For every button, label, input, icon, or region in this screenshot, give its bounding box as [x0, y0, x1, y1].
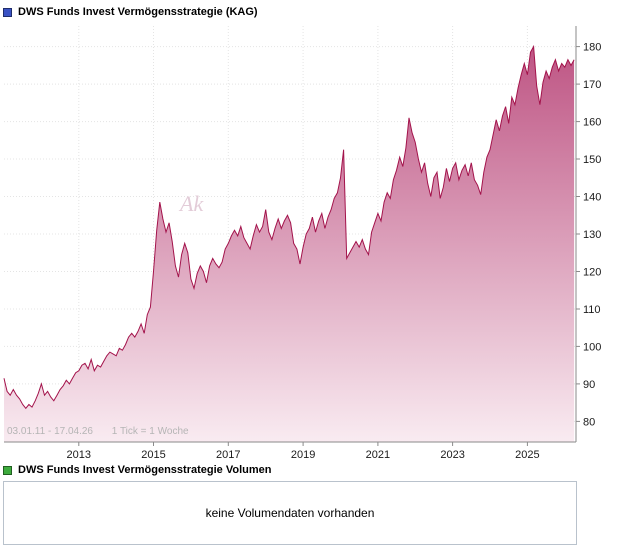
price-chart-area: 80 90 100 110 120 130 140 150 160 170 180 2013 2015 2… — [0, 21, 620, 459]
svg-text:2015: 2015 — [141, 449, 165, 459]
svg-text:2013: 2013 — [67, 449, 91, 459]
svg-text:2021: 2021 — [366, 449, 390, 459]
price-series-header: DWS Funds Invest Vermögensstrategie (KAG… — [0, 0, 620, 21]
volume-series-title: DWS Funds Invest Vermögensstrategie Volu… — [18, 464, 272, 476]
svg-text:2019: 2019 — [291, 449, 315, 459]
svg-text:170: 170 — [583, 79, 601, 91]
svg-text:120: 120 — [583, 267, 601, 279]
svg-text:130: 130 — [583, 229, 601, 241]
svg-text:80: 80 — [583, 416, 595, 428]
tick-info-label: 1 Tick = 1 Woche — [111, 426, 189, 437]
price-series-marker-icon — [3, 7, 12, 17]
svg-text:140: 140 — [583, 192, 601, 204]
svg-text:2017: 2017 — [216, 449, 240, 459]
svg-text:100: 100 — [583, 341, 601, 353]
svg-text:2023: 2023 — [440, 449, 464, 459]
price-series-title: DWS Funds Invest Vermögensstrategie (KAG… — [18, 6, 258, 18]
svg-text:110: 110 — [583, 304, 601, 316]
volume-series-header: DWS Funds Invest Vermögensstrategie Volu… — [0, 459, 620, 479]
svg-text:160: 160 — [583, 117, 601, 129]
chart-footer: 03.01.11 - 17.04.26 1 Tick = 1 Woche — [7, 426, 189, 437]
svg-text:90: 90 — [583, 379, 595, 391]
volume-panel: keine Volumendaten vorhanden — [3, 481, 577, 545]
no-volume-message: keine Volumendaten vorhanden — [205, 506, 375, 520]
date-range-label: 03.01.11 - 17.04.26 — [7, 426, 93, 437]
svg-text:180: 180 — [583, 42, 601, 54]
svg-text:2025: 2025 — [515, 449, 539, 459]
price-chart: 80 90 100 110 120 130 140 150 160 170 180 2013 2015 2… — [3, 26, 601, 459]
svg-text:150: 150 — [583, 154, 601, 166]
volume-series-marker-icon — [3, 465, 12, 475]
